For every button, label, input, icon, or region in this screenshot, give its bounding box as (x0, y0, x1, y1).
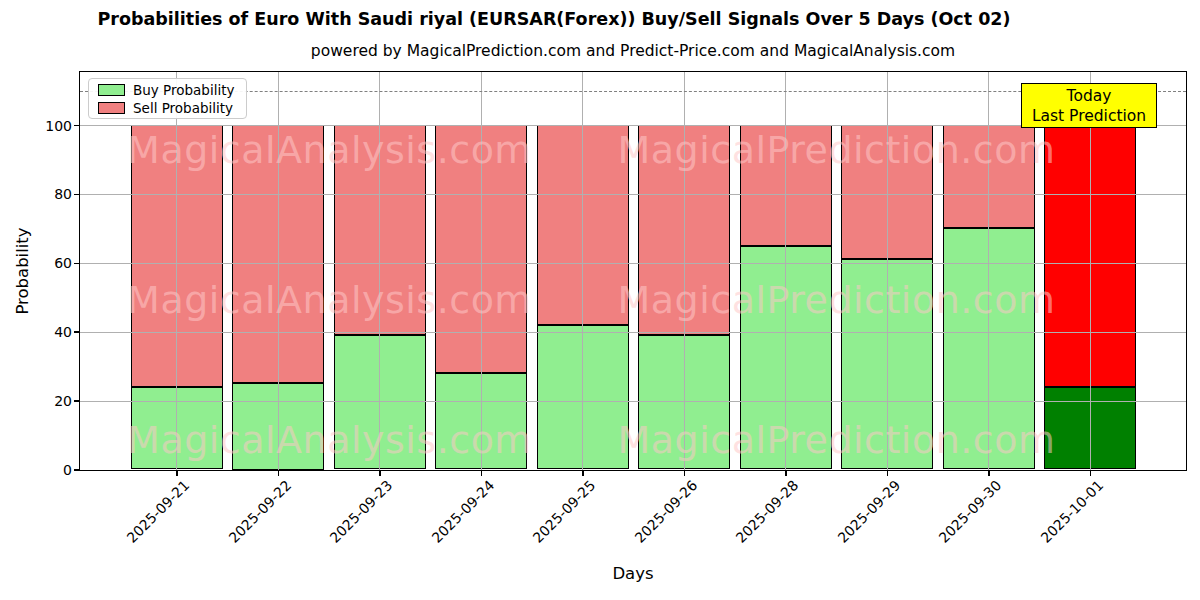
legend-row-buy: Buy Probability (89, 83, 246, 97)
x-tick-label: 2025-09-28 (732, 477, 801, 546)
x-tick-mark (582, 471, 584, 476)
v-gridline (582, 72, 583, 470)
x-tick-label: 2025-09-26 (631, 477, 700, 546)
x-tick-mark (684, 471, 686, 476)
h-gridline (80, 263, 1186, 264)
x-axis-label: Days (612, 564, 653, 583)
y-tick-mark (74, 125, 79, 127)
watermark-text: MagicalAnalysis.com (127, 128, 532, 172)
x-tick-mark (176, 471, 178, 476)
x-tick-label: 2025-09-21 (123, 477, 192, 546)
watermark-text: MagicalPrediction.com (618, 278, 1056, 322)
h-gridline (80, 125, 1186, 126)
y-tick-label: 0 (26, 461, 72, 479)
h-gridline (80, 332, 1186, 333)
y-tick-mark (74, 194, 79, 196)
h-gridline (80, 401, 1186, 402)
y-tick-label: 100 (26, 117, 72, 135)
watermark-text: MagicalPrediction.com (618, 128, 1056, 172)
chart-subtitle: powered by MagicalPrediction.com and Pre… (233, 42, 1033, 60)
x-tick-mark (481, 471, 483, 476)
watermark-text: MagicalAnalysis.com (127, 418, 532, 462)
watermark-text: MagicalAnalysis.com (127, 278, 532, 322)
legend-label-sell: Sell Probability (133, 101, 233, 115)
x-tick-label: 2025-10-01 (1037, 477, 1106, 546)
y-tick-label: 60 (26, 254, 72, 272)
today-last-prediction-box: Today Last Prediction (1021, 83, 1157, 128)
v-gridline (1090, 72, 1091, 470)
x-tick-mark (988, 471, 990, 476)
sell-probability-swatch-icon (98, 102, 125, 114)
watermark-text: MagicalPrediction.com (618, 418, 1056, 462)
annotation-line-last-prediction: Last Prediction (1032, 106, 1146, 126)
plot-area: MagicalAnalysis.com MagicalPrediction.com… (79, 71, 1187, 471)
x-tick-label: 2025-09-29 (834, 477, 903, 546)
y-tick-mark (74, 400, 79, 402)
x-tick-mark (379, 471, 381, 476)
y-tick-label: 40 (26, 323, 72, 341)
x-tick-label: 2025-09-22 (225, 477, 294, 546)
chart-figure: Probabilities of Euro With Saudi riyal (… (0, 0, 1200, 600)
legend-label-buy: Buy Probability (133, 83, 234, 97)
y-tick-label: 80 (26, 185, 72, 203)
chart-title: Probabilities of Euro With Saudi riyal (… (74, 9, 1034, 29)
y-tick-mark (74, 469, 79, 471)
buy-probability-swatch-icon (98, 84, 125, 96)
x-tick-mark (278, 471, 280, 476)
legend-row-sell: Sell Probability (89, 101, 246, 115)
x-tick-mark (1090, 471, 1092, 476)
x-tick-label: 2025-09-24 (428, 477, 497, 546)
x-tick-label: 2025-09-30 (935, 477, 1004, 546)
annotation-line-today: Today (1067, 86, 1112, 106)
y-tick-label: 20 (26, 392, 72, 410)
legend: Buy Probability Sell Probability (88, 78, 247, 119)
y-tick-mark (74, 263, 79, 265)
x-tick-mark (887, 471, 889, 476)
x-tick-mark (785, 471, 787, 476)
x-tick-label: 2025-09-25 (529, 477, 598, 546)
x-tick-label: 2025-09-23 (326, 477, 395, 546)
y-tick-mark (74, 331, 79, 333)
h-gridline (80, 194, 1186, 195)
